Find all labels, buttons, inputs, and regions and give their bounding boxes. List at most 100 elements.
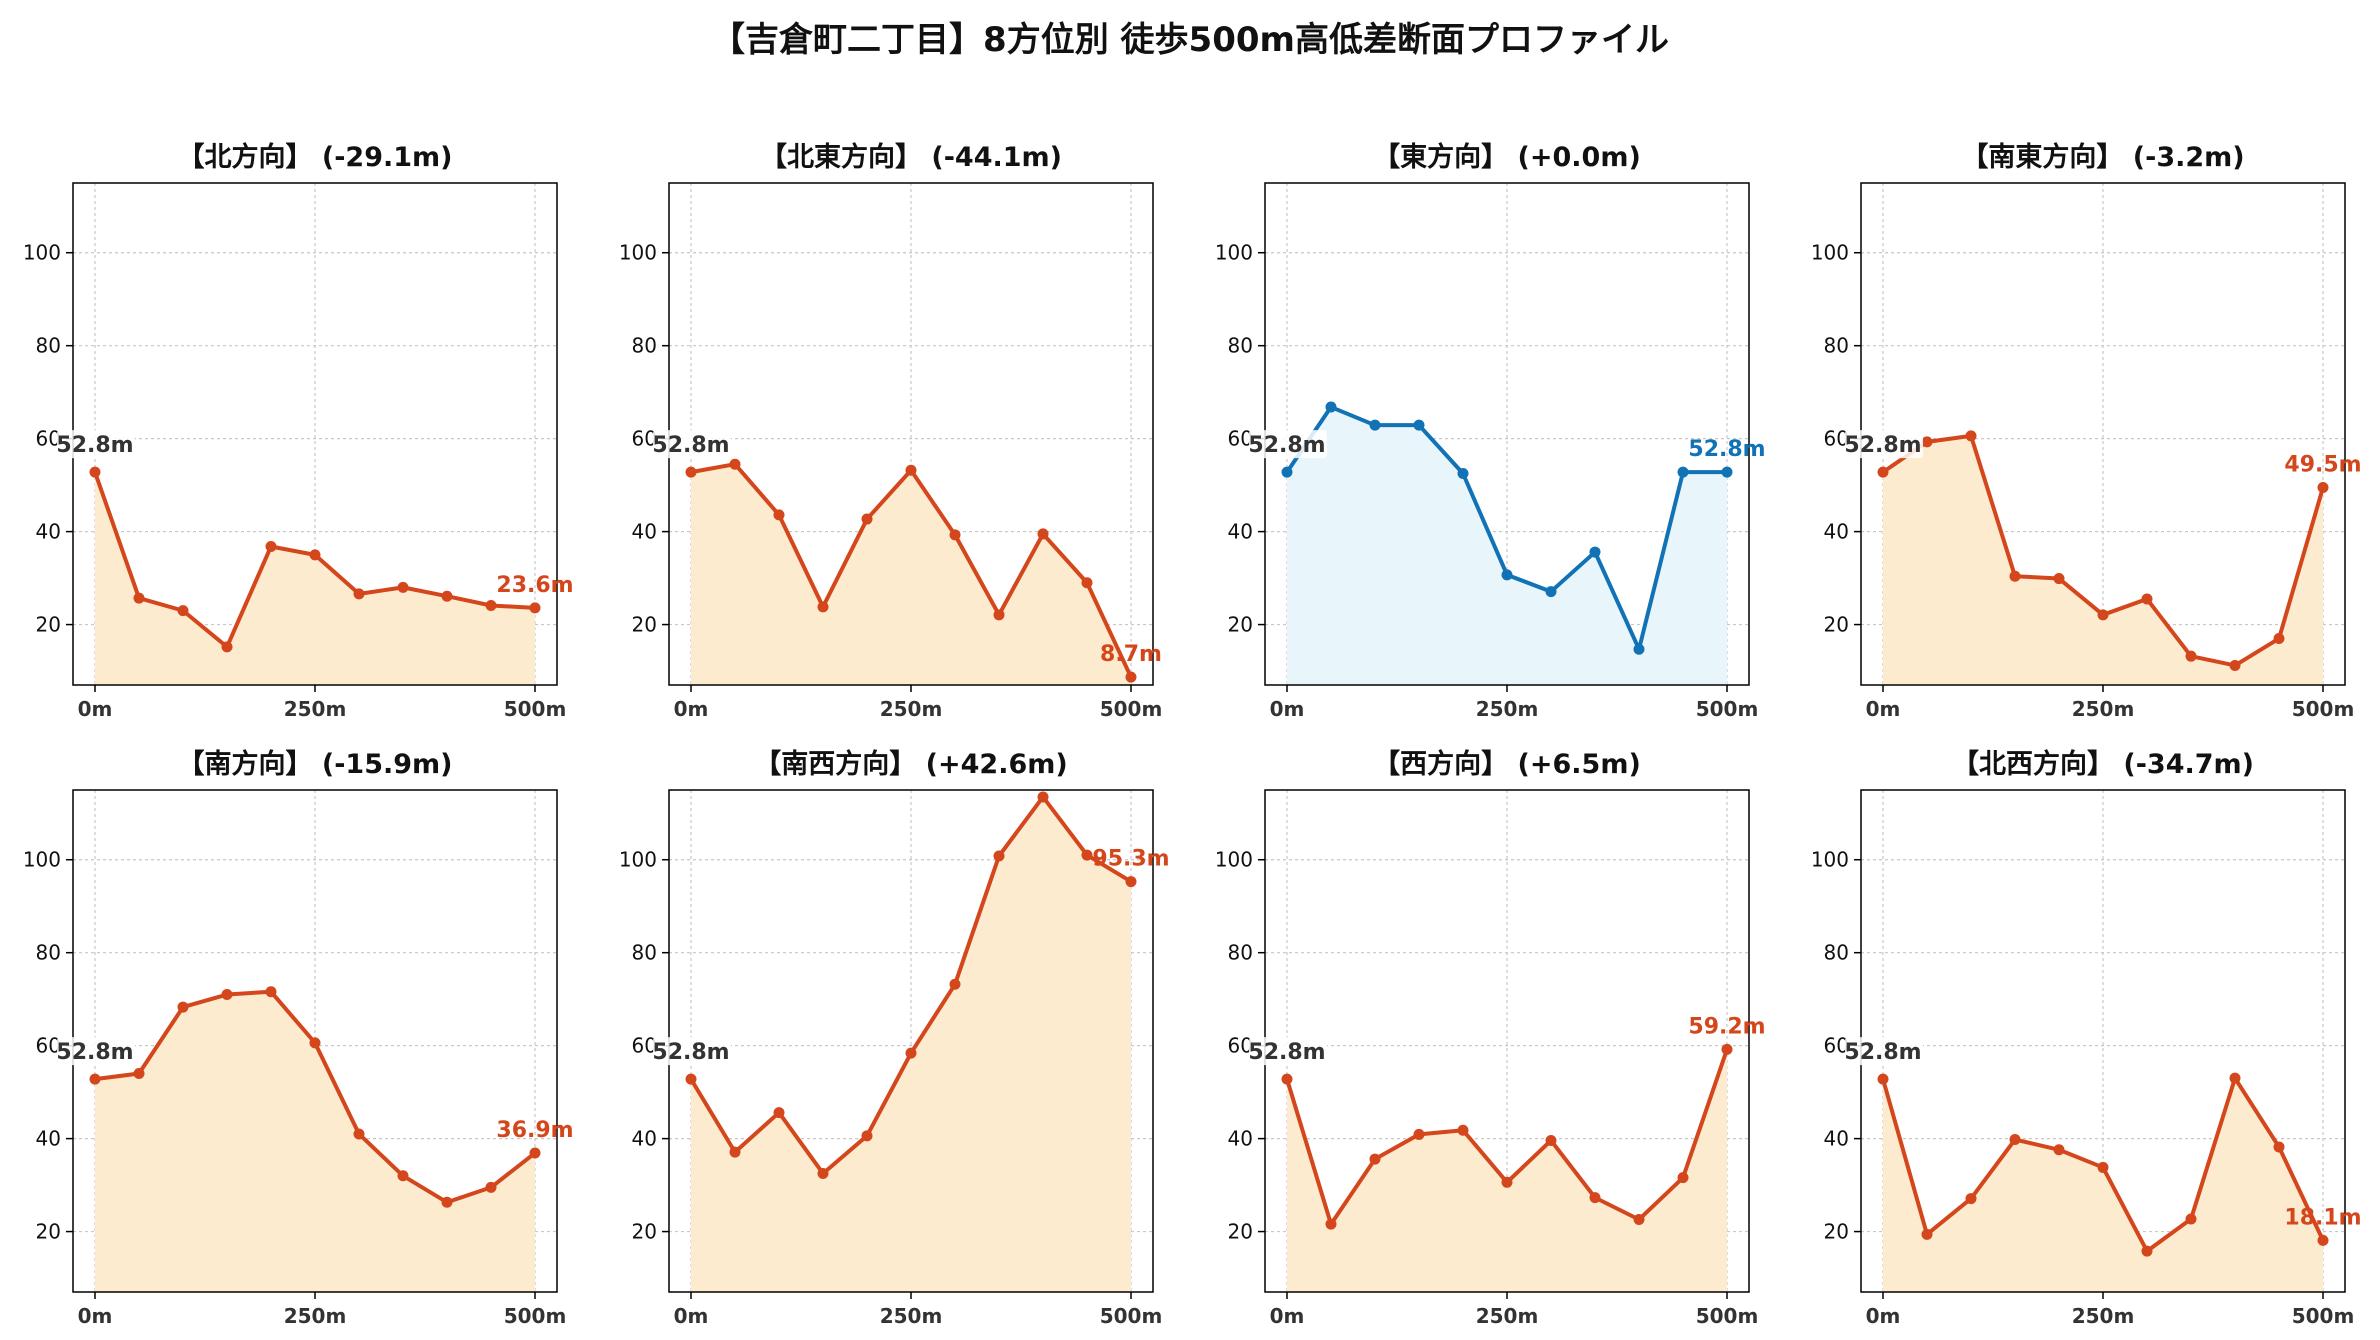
start-label: 52.8m (1844, 433, 1921, 458)
panel-1: 【北方向】 (-29.1m) 20 40 60 80 100 0m 250m 500m 52.8m… (23, 141, 574, 721)
start-label-bg (653, 430, 731, 459)
data-point (1589, 1192, 1601, 1204)
panel-6: 【南西方向】 (+42.6m) 20 40 60 80 100 0m 250m 500m 52.8… (619, 748, 1170, 1328)
figure-title: 【吉倉町二丁目】8方位別 徒歩500m高低差断面プロファイル (711, 20, 1669, 60)
data-point (485, 600, 497, 612)
data-point (2273, 1141, 2285, 1153)
panel-8: 【北西方向】 (-34.7m) 20 40 60 80 100 0m 250m 500m 52.8… (1811, 748, 2362, 1328)
data-point (2009, 570, 2021, 582)
y-tick-label: 80 (1228, 334, 1253, 358)
data-point (2317, 1234, 2329, 1246)
data-point (1457, 1124, 1469, 1136)
x-tick-label: 250m (284, 697, 347, 721)
data-point (353, 588, 365, 600)
profile-area (691, 464, 1131, 685)
start-label: 52.8m (56, 433, 133, 458)
y-tick-label: 20 (632, 1220, 657, 1244)
y-tick-label: 100 (1811, 241, 1849, 265)
data-point (265, 540, 277, 552)
data-point (441, 1196, 453, 1208)
x-tick-label: 250m (880, 697, 943, 721)
x-tick-label: 250m (1476, 697, 1539, 721)
start-label: 52.8m (652, 1040, 729, 1065)
data-point (2229, 659, 2241, 671)
data-point (1281, 1073, 1293, 1085)
data-point (2185, 650, 2197, 662)
x-tick-label: 500m (1100, 697, 1163, 721)
y-tick-label: 100 (619, 848, 657, 872)
x-tick-label: 0m (1270, 697, 1305, 721)
profile-area (691, 796, 1131, 1292)
panel-title: 【北東方向】 (-44.1m) (760, 141, 1062, 173)
y-tick-label: 60 (1228, 427, 1253, 451)
data-point (1877, 466, 1889, 478)
panel-7: 【西方向】 (+6.5m) 20 40 60 80 100 0m 250m 500m 52.8m 5… (1215, 748, 1766, 1328)
data-point (1677, 1172, 1689, 1184)
data-point (2053, 1144, 2065, 1156)
y-tick-label: 60 (632, 1034, 657, 1058)
y-tick-label: 20 (632, 613, 657, 637)
y-tick-label: 80 (1824, 334, 1849, 358)
data-point (309, 1037, 321, 1049)
data-point (2141, 593, 2153, 605)
y-tick-label: 100 (1215, 241, 1253, 265)
data-point (89, 1073, 101, 1085)
data-point (773, 509, 785, 521)
data-point (1369, 1153, 1381, 1165)
y-tick-label: 80 (36, 941, 61, 965)
data-point (1633, 643, 1645, 655)
y-tick-label: 40 (36, 520, 61, 544)
data-point (89, 466, 101, 478)
end-label: 8.7m (1100, 642, 1162, 667)
profile-area (1883, 435, 2323, 685)
data-point (905, 1047, 917, 1059)
end-label: 23.6m (496, 573, 573, 598)
y-tick-label: 40 (632, 520, 657, 544)
data-point (265, 986, 277, 998)
panel-title: 【西方向】 (+6.5m) (1373, 748, 1641, 780)
y-tick-label: 80 (632, 941, 657, 965)
panel-5: 【南方向】 (-15.9m) 20 40 60 80 100 0m 250m 500m 52.8m… (23, 748, 574, 1328)
data-point (1545, 586, 1557, 598)
data-point (1325, 401, 1337, 413)
data-point (861, 1130, 873, 1142)
data-point (1501, 569, 1513, 581)
panel-title: 【東方向】 (+0.0m) (1373, 141, 1641, 173)
data-point (1457, 468, 1469, 480)
data-point (1125, 876, 1137, 888)
start-label: 52.8m (56, 1040, 133, 1065)
data-point (993, 609, 1005, 621)
data-point (2317, 481, 2329, 493)
y-tick-label: 40 (632, 1127, 657, 1151)
data-point (485, 1181, 497, 1193)
data-point (2229, 1072, 2241, 1084)
start-label: 52.8m (1248, 1040, 1325, 1065)
panel-title: 【南東方向】 (-3.2m) (1961, 141, 2244, 173)
data-point (221, 989, 233, 1001)
data-point (1965, 430, 1977, 442)
profile-area (1287, 1049, 1727, 1292)
data-point (685, 1073, 697, 1085)
y-tick-label: 100 (619, 241, 657, 265)
panel-title: 【南西方向】 (+42.6m) (754, 748, 1067, 780)
data-point (177, 605, 189, 617)
data-point (2097, 609, 2109, 621)
data-point (817, 1167, 829, 1179)
y-tick-label: 20 (36, 613, 61, 637)
y-tick-label: 80 (36, 334, 61, 358)
data-point (2141, 1245, 2153, 1257)
data-point (949, 529, 961, 541)
data-point (1281, 466, 1293, 478)
x-tick-label: 250m (284, 1304, 347, 1328)
x-tick-label: 0m (78, 697, 113, 721)
data-point (1633, 1213, 1645, 1225)
x-tick-label: 0m (674, 1304, 709, 1328)
y-tick-label: 100 (23, 241, 61, 265)
x-tick-label: 500m (1696, 697, 1759, 721)
data-point (905, 464, 917, 476)
profile-area (95, 991, 535, 1292)
data-point (993, 850, 1005, 862)
profile-area (1883, 1078, 2323, 1292)
x-tick-label: 0m (674, 697, 709, 721)
x-tick-label: 250m (2072, 697, 2135, 721)
